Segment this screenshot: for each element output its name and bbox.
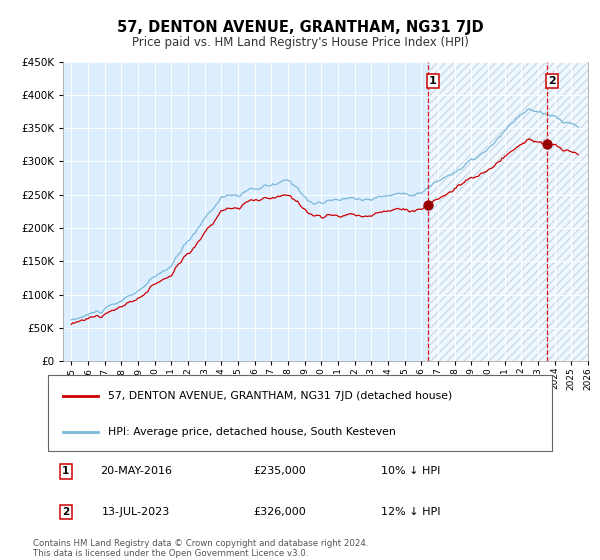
Text: £326,000: £326,000 xyxy=(253,507,306,517)
Point xyxy=(423,200,433,209)
Text: 1: 1 xyxy=(62,466,69,477)
Text: 57, DENTON AVENUE, GRANTHAM, NG31 7JD (detached house): 57, DENTON AVENUE, GRANTHAM, NG31 7JD (d… xyxy=(109,391,453,402)
Text: 10% ↓ HPI: 10% ↓ HPI xyxy=(381,466,440,477)
Text: 57, DENTON AVENUE, GRANTHAM, NG31 7JD: 57, DENTON AVENUE, GRANTHAM, NG31 7JD xyxy=(116,20,484,35)
Bar xyxy=(430,62,588,361)
Text: 13-JUL-2023: 13-JUL-2023 xyxy=(102,507,170,517)
Text: Price paid vs. HM Land Registry's House Price Index (HPI): Price paid vs. HM Land Registry's House … xyxy=(131,36,469,49)
Text: 2: 2 xyxy=(548,76,556,86)
Text: 1: 1 xyxy=(429,76,437,86)
Point xyxy=(542,139,552,148)
Text: 20-MAY-2016: 20-MAY-2016 xyxy=(100,466,172,477)
FancyBboxPatch shape xyxy=(48,375,552,451)
Text: £235,000: £235,000 xyxy=(253,466,306,477)
Text: HPI: Average price, detached house, South Kesteven: HPI: Average price, detached house, Sout… xyxy=(109,427,396,437)
Text: 2: 2 xyxy=(62,507,69,517)
Text: Contains HM Land Registry data © Crown copyright and database right 2024.
This d: Contains HM Land Registry data © Crown c… xyxy=(33,539,368,558)
Text: 12% ↓ HPI: 12% ↓ HPI xyxy=(381,507,440,517)
